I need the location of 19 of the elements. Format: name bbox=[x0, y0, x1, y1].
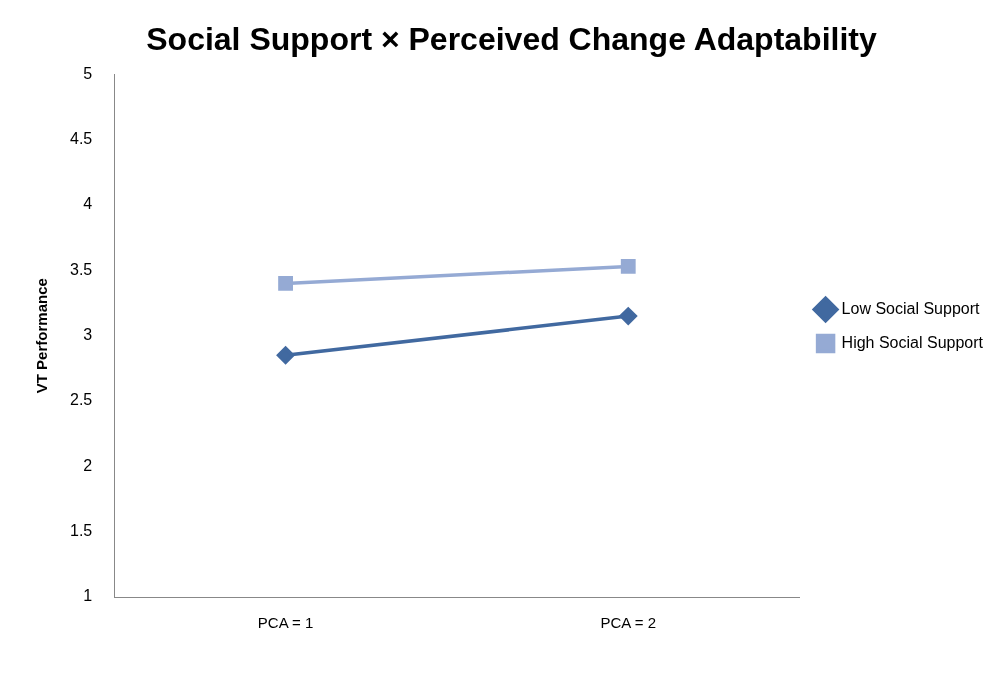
y-tick-label: 4.5 bbox=[69, 130, 93, 148]
y-tick-label: 3 bbox=[83, 326, 93, 344]
y-axis-title: VT Performance bbox=[33, 278, 51, 394]
y-tick-label: 5 bbox=[83, 64, 93, 82]
y-tick-label: 1 bbox=[83, 587, 93, 605]
x-tick-label: PCA = 1 bbox=[257, 614, 314, 632]
point bbox=[620, 259, 636, 274]
point bbox=[276, 346, 295, 365]
y-tick-label: 1.5 bbox=[69, 522, 93, 540]
point bbox=[619, 307, 637, 325]
x-tick-label: PCA = 2 bbox=[600, 614, 656, 632]
y-tick-label: 3.5 bbox=[69, 260, 93, 278]
legend-label: High Social Support bbox=[841, 333, 984, 351]
y-tick-label: 4 bbox=[83, 195, 93, 213]
y-tick-label: 2 bbox=[83, 456, 93, 474]
legend-label: Low Social Support bbox=[841, 299, 980, 317]
chart-title: Social Support × Perceived Change Adaptability bbox=[146, 21, 877, 58]
y-tick-label: 2.5 bbox=[69, 391, 93, 409]
point bbox=[278, 276, 293, 291]
